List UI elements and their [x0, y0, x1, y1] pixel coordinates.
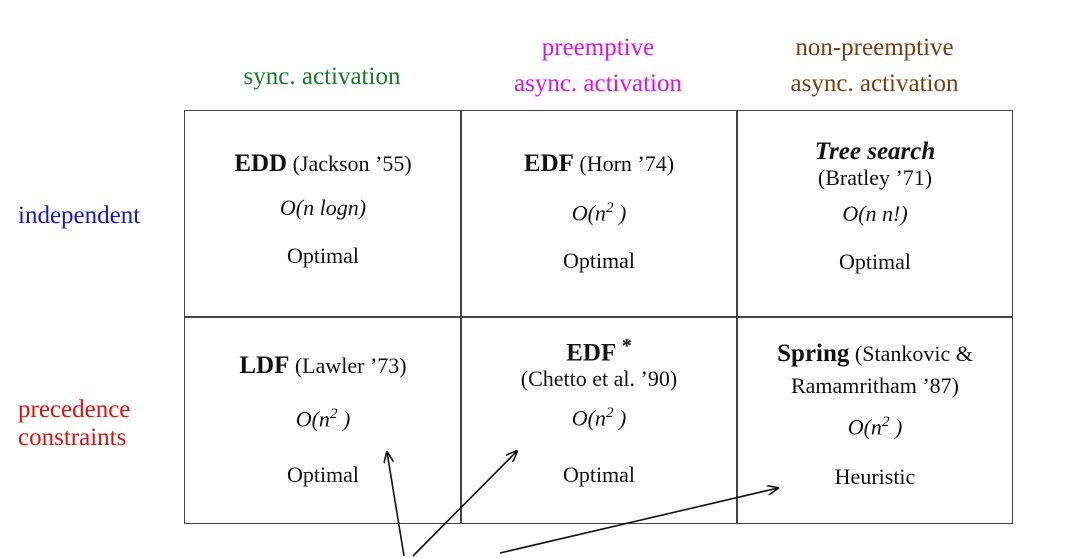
- cell-edf-chetto-ref: (Chetto et al. ’90): [520, 366, 678, 392]
- cell-edd-ref: (Jackson ’55): [292, 151, 412, 176]
- cell-edf-chetto-star: *: [621, 335, 632, 357]
- row-header-independent-label: independent: [18, 202, 141, 229]
- cell-spring-complexity-close: ): [889, 414, 903, 440]
- row-header-precedence-line1: precedence: [18, 396, 131, 423]
- cell-tree-search-result: Optimal: [838, 249, 912, 274]
- row-header-precedence-constraints: precedence constraints: [18, 396, 130, 452]
- row-header-independent: independent: [18, 202, 140, 230]
- cell-edf-chetto-complexity-base: O(n: [571, 405, 606, 431]
- cell-edf-chetto-result: Optimal: [562, 461, 636, 487]
- cell-edd-complexity: O(n logn): [279, 195, 367, 220]
- column-header-nonpreemptive-async: non-preemptive async. activation: [736, 33, 1013, 99]
- arrow-to-edf-chetto: [412, 451, 517, 557]
- cell-tree-search-name: Tree search: [814, 138, 936, 165]
- cell-spring-ref2: Ramamritham ’87): [790, 373, 959, 398]
- cell-ldf-complexity-close: ): [337, 406, 351, 432]
- cell-edd-name: EDD: [234, 150, 288, 177]
- cell-spring-title-line: Spring (Stankovic &: [737, 341, 1013, 367]
- cell-spring: Spring (Stankovic & Ramamritham ’87) O(n…: [737, 341, 1013, 490]
- cell-ldf: LDF (Lawler ’73) O(n2 ) Optimal: [185, 353, 461, 488]
- column-header-nonpreemptive-line1: non-preemptive: [795, 34, 954, 61]
- cell-spring-result: Heuristic: [834, 464, 916, 490]
- cell-ldf-result: Optimal: [286, 462, 360, 488]
- grid-divider-horizontal: [185, 316, 1012, 318]
- cell-ldf-title-line: LDF (Lawler ’73): [185, 353, 461, 379]
- row-header-precedence-line2: constraints: [18, 424, 127, 451]
- column-header-sync-activation: sync. activation: [184, 62, 460, 92]
- column-header-preemptive-line1: preemptive: [541, 34, 655, 61]
- cell-edf-horn-complexity-exp: 2: [605, 200, 614, 216]
- cell-spring-name: Spring: [777, 340, 850, 367]
- cell-edf-chetto-complexity-exp: 2: [605, 405, 614, 422]
- cell-edf-horn-complexity-close: ): [613, 200, 627, 226]
- cell-tree-search-complexity: O(n n!): [842, 201, 908, 226]
- cell-edf-horn-ref: (Horn ’74): [579, 151, 675, 176]
- cell-edf-horn-title-line: EDF (Horn ’74): [461, 151, 737, 177]
- cell-tree-search-ref: (Bratley ’71): [817, 165, 933, 190]
- column-header-nonpreemptive-line2: async. activation: [790, 70, 959, 97]
- cell-ldf-complexity-base: O(n: [295, 406, 330, 432]
- arrow-to-ldf: [387, 452, 405, 557]
- cell-edf-chetto-name: EDF: [566, 339, 617, 367]
- cell-edf-horn-complexity: O(n2 ): [461, 195, 737, 226]
- cell-spring-complexity: O(n2 ): [737, 409, 1013, 440]
- arrow-to-spring: [499, 488, 778, 554]
- cell-ldf-complexity: O(n2 ): [185, 401, 461, 432]
- cell-edf-chetto-title-line: EDF *: [461, 333, 737, 366]
- cell-edf-horn-result: Optimal: [562, 248, 636, 274]
- cell-ldf-complexity-exp: 2: [329, 406, 338, 422]
- cell-tree-search: Tree search (Bratley ’71) O(n n!) Optima…: [737, 139, 1013, 275]
- cell-edd-result: Optimal: [286, 243, 360, 268]
- cell-edd-title-line: EDD (Jackson ’55): [185, 151, 461, 177]
- column-header-preemptive-async: preemptive async. activation: [460, 33, 736, 99]
- cell-ldf-name: LDF: [239, 352, 290, 379]
- cell-ldf-ref: (Lawler ’73): [294, 353, 407, 378]
- column-header-preemptive-line2: async. activation: [514, 70, 682, 97]
- column-header-sync-line1: sync. activation: [243, 63, 401, 90]
- cell-edd: EDD (Jackson ’55) O(n logn) Optimal: [185, 151, 461, 269]
- cell-spring-complexity-base: O(n: [847, 414, 882, 440]
- cell-spring-complexity-exp: 2: [881, 414, 890, 430]
- cell-spring-ref: (Stankovic &: [854, 341, 973, 366]
- cell-edf-chetto: EDF * (Chetto et al. ’90) O(n2 ) Optimal: [461, 333, 737, 488]
- cell-edf-horn-name: EDF: [523, 150, 574, 177]
- cell-edf-horn: EDF (Horn ’74) O(n2 ) Optimal: [461, 151, 737, 274]
- algorithm-grid: EDD (Jackson ’55) O(n logn) Optimal EDF …: [184, 110, 1013, 524]
- cell-edf-chetto-complexity: O(n2 ): [461, 400, 737, 431]
- cell-edf-horn-complexity-base: O(n: [571, 200, 606, 226]
- cell-edf-chetto-complexity-close: ): [613, 405, 627, 431]
